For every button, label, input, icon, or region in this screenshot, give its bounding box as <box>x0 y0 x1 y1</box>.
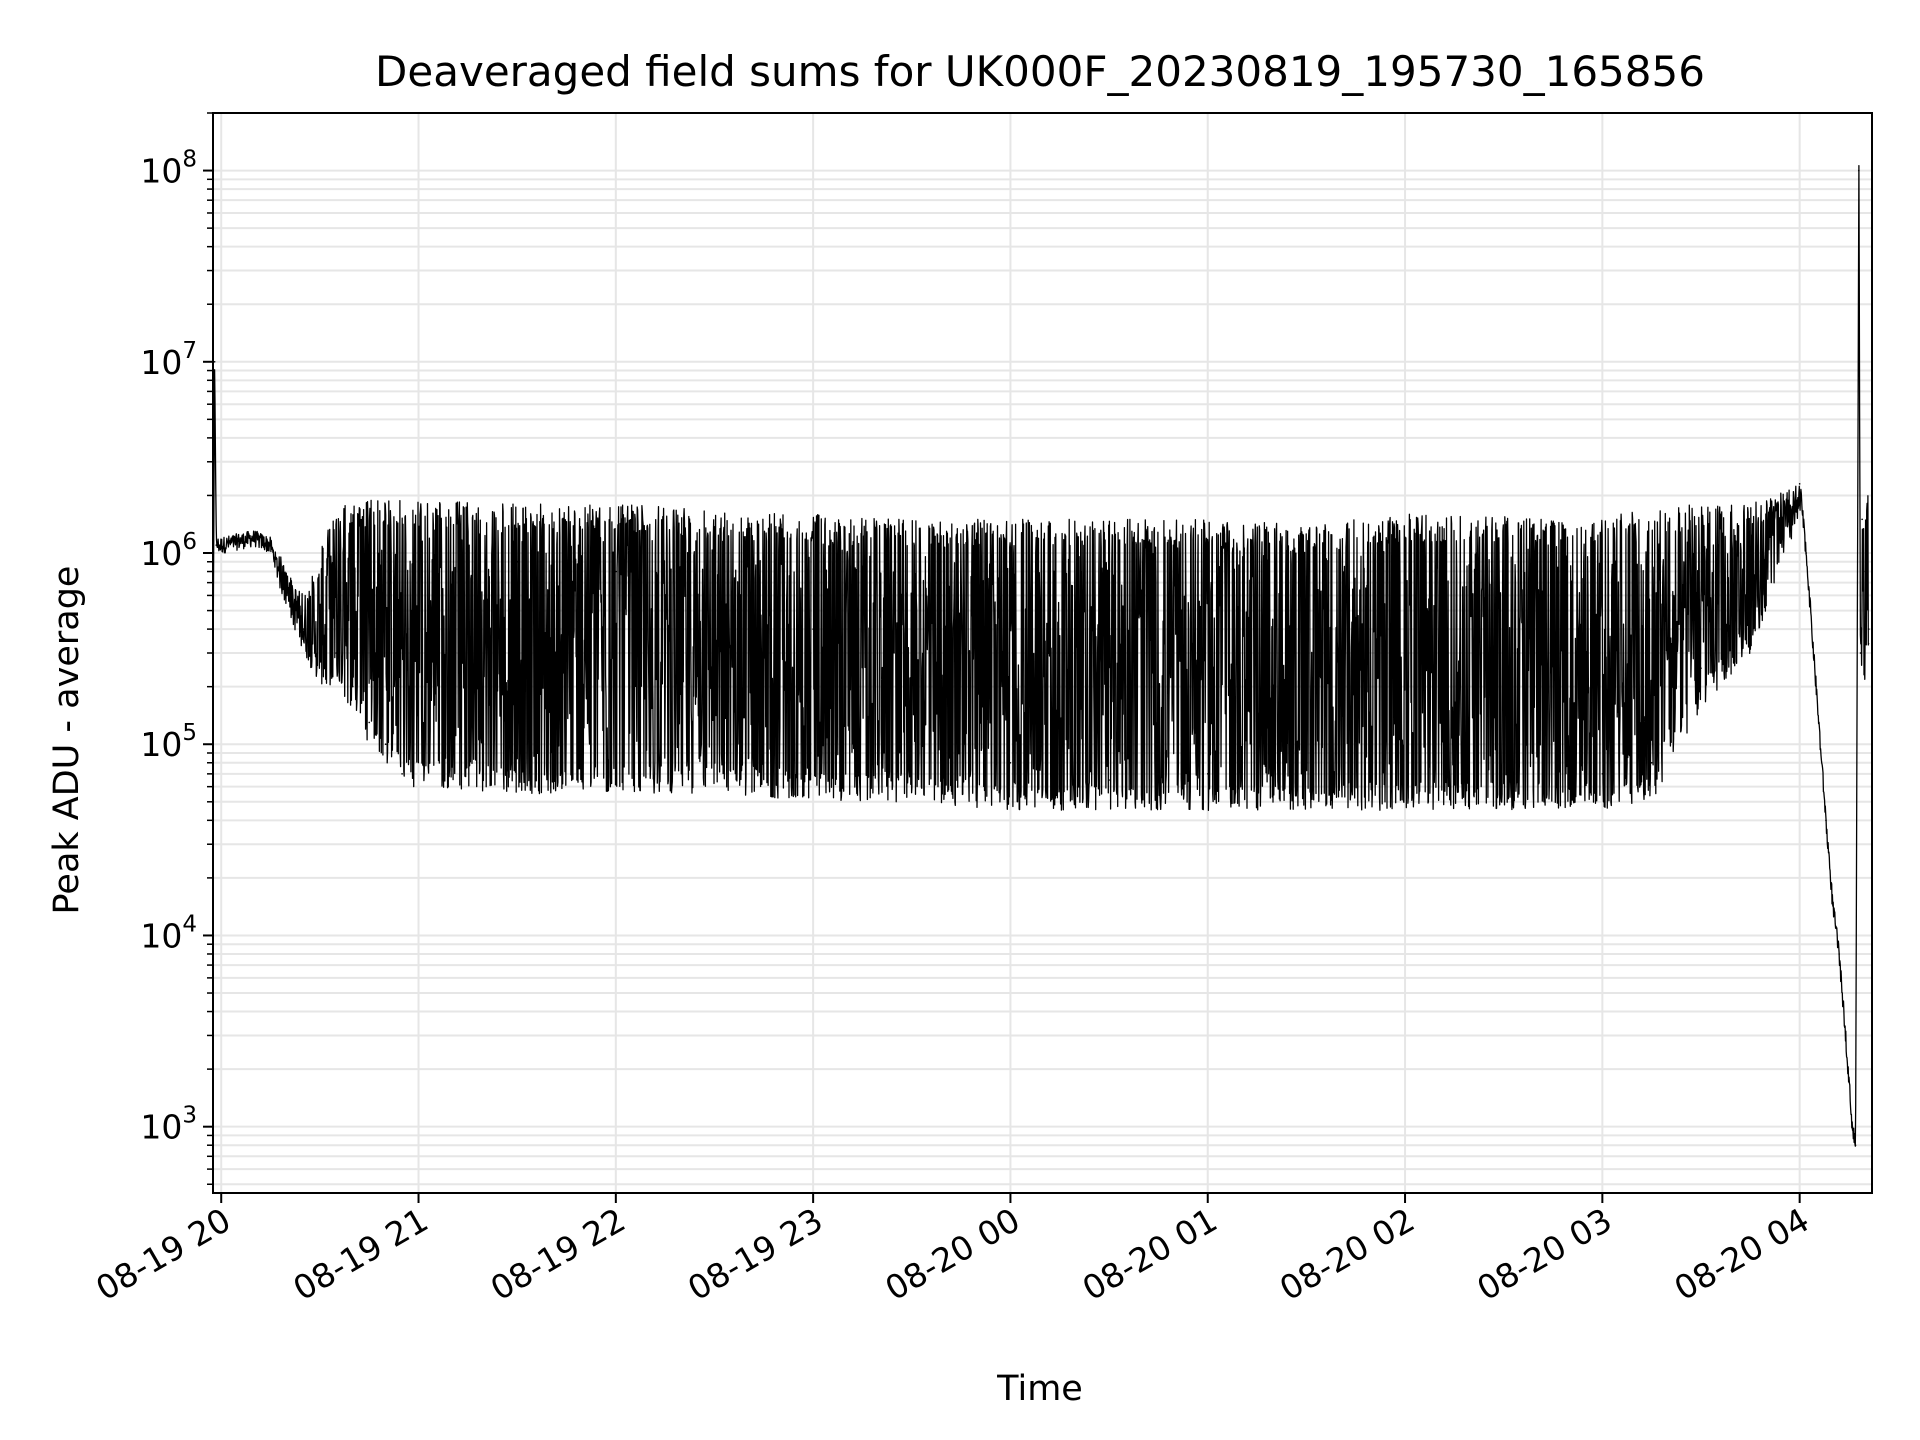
data-point <box>253 537 255 539</box>
y-tick-label: 107 <box>140 338 197 382</box>
data-point <box>1861 518 1863 521</box>
data-point <box>401 773 403 775</box>
y-tick-label: 106 <box>140 529 197 573</box>
y-tick-label: 108 <box>140 147 197 191</box>
data-point <box>1601 773 1604 775</box>
data-point <box>1859 652 1862 654</box>
data-point <box>236 540 239 543</box>
data-point <box>335 652 338 654</box>
series-line <box>212 164 1870 1147</box>
data-point <box>1206 773 1209 775</box>
data-point <box>217 544 219 546</box>
data-point <box>220 544 223 546</box>
data-point <box>351 685 354 688</box>
data-point <box>1805 552 1808 554</box>
data-point <box>812 628 814 630</box>
data-point <box>1844 1034 1847 1037</box>
data-point <box>1831 900 1834 903</box>
y-axis: 103 104 105 106 107 108 <box>140 112 213 1185</box>
data-point <box>713 581 716 584</box>
data-point <box>286 594 288 597</box>
data-point <box>1305 761 1308 764</box>
data-point <box>384 743 387 746</box>
data-point <box>1009 761 1012 764</box>
data-point <box>302 628 305 630</box>
chart-title: Deaveraged field sums for UK000F_2023081… <box>375 47 1705 96</box>
data-point <box>215 544 218 546</box>
data-point <box>1825 819 1827 822</box>
data-point <box>1502 685 1505 688</box>
y-tick-label: 105 <box>140 720 197 764</box>
data-point <box>1815 685 1817 688</box>
y-tick-label: 104 <box>140 911 197 955</box>
data-point <box>1838 953 1840 955</box>
data-point <box>213 360 216 363</box>
data-point <box>1700 667 1702 669</box>
data-layer <box>212 164 1870 1147</box>
data-point <box>1404 639 1406 641</box>
data-point <box>516 560 518 563</box>
data-point <box>1650 761 1653 764</box>
data-point <box>1108 779 1110 781</box>
data-point <box>1798 483 1801 485</box>
data-point <box>417 594 420 597</box>
data-point <box>910 685 913 688</box>
data-point <box>1851 1125 1854 1128</box>
data-point <box>1749 628 1752 630</box>
data-point <box>319 652 321 654</box>
y-axis-label: Peak ADU - average <box>47 566 87 915</box>
data-point <box>1867 628 1870 630</box>
data-point <box>1854 1144 1857 1147</box>
x-axis-label: Time <box>996 1369 1083 1409</box>
data-point <box>368 721 370 724</box>
data-point <box>1858 169 1860 172</box>
data-point <box>1864 570 1867 573</box>
data-point <box>269 544 272 546</box>
data-point <box>615 570 617 573</box>
y-tick-label: 103 <box>140 1103 197 1147</box>
